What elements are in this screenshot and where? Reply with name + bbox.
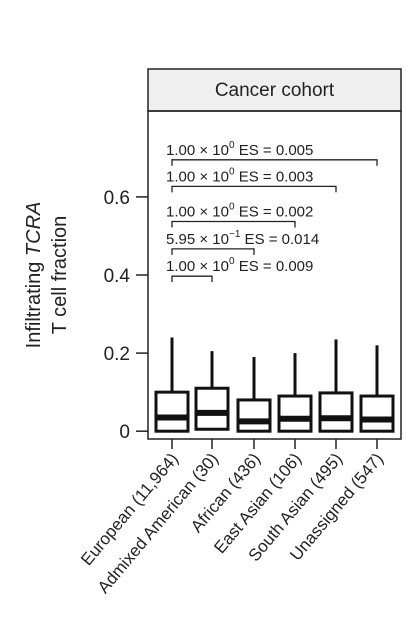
comparison-5: 1.00 × 100 ES = 0.009 [166,256,313,283]
box-iqr [154,390,190,433]
effect-size: ES = 0.009 [235,258,314,275]
comparison-bracket [171,248,255,255]
y-axis-label-prefix: Infiltrating [23,256,45,348]
panel-header-box [147,68,402,112]
box-iqr [318,391,354,433]
p-value: 1.00 × 10 [166,142,229,159]
comparison-bracket [171,185,337,193]
y-axis: 0 0.2 0.4 0.6 [104,188,148,443]
y-tick-label: 0 [119,422,130,443]
comparison-label: 1.00 × 100 ES = 0.002 [166,202,313,221]
comparison-label: 1.00 × 100 ES = 0.005 [166,140,313,159]
p-value: 5.95 × 10 [166,231,229,248]
comparison-label: 1.00 × 100 ES = 0.009 [166,256,313,275]
box-5 [318,339,354,433]
box-4 [277,353,313,433]
effect-size: ES = 0.002 [235,204,314,221]
box-iqr [277,394,313,433]
panel-header: Cancer cohort [147,68,402,112]
y-axis-label-line2: T cell fraction [49,216,71,335]
comparison-label: 1.00 × 100 ES = 0.003 [166,166,313,185]
comparison-1: 1.00 × 100 ES = 0.005 [166,140,378,166]
boxes [154,337,395,433]
y-tick-label: 0.6 [104,188,130,209]
p-exponent: 0 [229,166,235,177]
p-value: 1.00 × 10 [166,204,229,221]
y-tick-label: 0.4 [104,266,131,287]
comparison-bracket [171,220,296,228]
box-3 [236,357,272,433]
comparison-4: 5.95 × 10−1 ES = 0.014 [166,229,319,255]
box-iqr [359,394,395,433]
p-exponent: 0 [229,256,235,267]
p-exponent: 0 [229,202,235,213]
box-1 [154,337,190,433]
p-value: 1.00 × 10 [166,168,229,185]
comparison-2: 1.00 × 100 ES = 0.003 [166,166,337,193]
y-axis-label: Infiltrating TCRA [23,202,45,349]
comparison-bracket [171,159,378,166]
effect-size: ES = 0.003 [235,168,314,185]
p-exponent: −1 [229,229,241,240]
effect-size: ES = 0.014 [240,231,319,248]
y-axis-label-italic: TCRA [23,202,45,256]
comparison-3: 1.00 × 100 ES = 0.002 [166,202,313,228]
box-6 [359,345,395,433]
box-iqr [236,398,272,433]
comparison-bracket [171,275,213,283]
box-2 [194,351,230,431]
comparison-label: 5.95 × 10−1 ES = 0.014 [166,229,319,248]
y-tick-label: 0.2 [104,344,130,365]
p-value: 1.00 × 10 [166,258,229,275]
panel-title: Cancer cohort [215,80,335,101]
x-axis: European (11,964)Admixed American (30)Af… [77,439,387,597]
effect-size: ES = 0.005 [235,142,314,159]
box-iqr [194,386,230,431]
p-exponent: 0 [229,140,235,151]
